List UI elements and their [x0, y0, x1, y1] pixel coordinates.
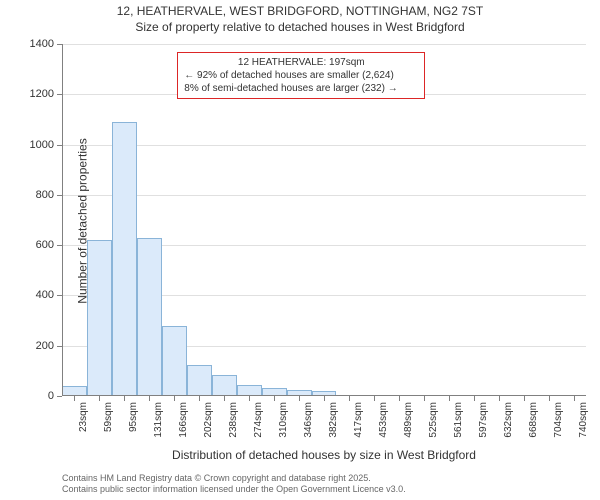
y-tick	[57, 396, 62, 397]
x-tick	[549, 396, 550, 401]
gridline	[62, 145, 586, 146]
histogram-bar	[162, 326, 187, 396]
histogram-bar	[137, 238, 162, 396]
x-tick	[499, 396, 500, 401]
x-tick-label: 740sqm	[578, 402, 589, 438]
x-tick-label: 597sqm	[478, 402, 489, 438]
histogram-bar	[187, 365, 212, 396]
x-tick	[74, 396, 75, 401]
annotation-line: ← 92% of detached houses are smaller (2,…	[184, 69, 418, 82]
x-tick	[324, 396, 325, 401]
x-tick	[374, 396, 375, 401]
x-tick	[174, 396, 175, 401]
x-tick	[424, 396, 425, 401]
x-tick	[124, 396, 125, 401]
x-tick	[399, 396, 400, 401]
x-tick-label: 489sqm	[403, 402, 414, 438]
x-tick	[99, 396, 100, 401]
histogram-bar	[87, 240, 112, 396]
x-tick-label: 417sqm	[353, 402, 364, 438]
y-axis-line	[62, 44, 63, 396]
y-tick-label: 600	[36, 239, 54, 251]
annotation-line: 8% of semi-detached houses are larger (2…	[184, 82, 418, 95]
gridline	[62, 195, 586, 196]
histogram-bar	[112, 122, 137, 396]
x-tick-label: 382sqm	[328, 402, 339, 438]
y-tick-label: 1200	[30, 88, 54, 100]
x-tick-label: 453sqm	[378, 402, 389, 438]
annotation-line: 12 HEATHERVALE: 197sqm	[184, 56, 418, 69]
histogram-bar	[212, 375, 237, 396]
x-tick-label: 131sqm	[153, 402, 164, 438]
y-tick-label: 200	[36, 340, 54, 352]
x-tick	[299, 396, 300, 401]
x-tick-label: 166sqm	[178, 402, 189, 438]
x-tick-label: 668sqm	[528, 402, 539, 438]
x-tick-label: 704sqm	[553, 402, 564, 438]
annotation-box: 12 HEATHERVALE: 197sqm← 92% of detached …	[177, 52, 425, 99]
y-tick-label: 1400	[30, 38, 54, 50]
x-tick	[449, 396, 450, 401]
x-tick-label: 561sqm	[453, 402, 464, 438]
x-tick-label: 59sqm	[103, 402, 114, 432]
x-tick	[199, 396, 200, 401]
y-axis-title: Number of detached properties	[76, 138, 90, 303]
x-tick	[274, 396, 275, 401]
title-line-2: Size of property relative to detached ho…	[0, 20, 600, 36]
x-tick-label: 23sqm	[78, 402, 89, 432]
x-tick	[224, 396, 225, 401]
x-axis-line	[62, 395, 586, 396]
x-tick-label: 238sqm	[228, 402, 239, 438]
footer-attribution: Contains HM Land Registry data © Crown c…	[62, 473, 406, 496]
x-tick-label: 346sqm	[303, 402, 314, 438]
x-tick	[149, 396, 150, 401]
x-tick	[249, 396, 250, 401]
x-tick-label: 632sqm	[503, 402, 514, 438]
footer-line-1: Contains HM Land Registry data © Crown c…	[62, 473, 406, 485]
y-tick-label: 1000	[30, 139, 54, 151]
footer-line-2: Contains public sector information licen…	[62, 484, 406, 496]
title-line-1: 12, HEATHERVALE, WEST BRIDGFORD, NOTTING…	[0, 4, 600, 20]
gridline	[62, 44, 586, 45]
y-tick-label: 400	[36, 289, 54, 301]
x-tick-label: 202sqm	[203, 402, 214, 438]
chart-container: 12, HEATHERVALE, WEST BRIDGFORD, NOTTING…	[0, 0, 600, 500]
y-tick-label: 800	[36, 189, 54, 201]
x-tick	[574, 396, 575, 401]
y-tick-label: 0	[48, 390, 54, 402]
x-tick-label: 95sqm	[128, 402, 139, 432]
x-tick	[349, 396, 350, 401]
x-axis-title: Distribution of detached houses by size …	[62, 448, 586, 462]
x-tick	[474, 396, 475, 401]
x-tick-label: 525sqm	[428, 402, 439, 438]
x-tick	[524, 396, 525, 401]
chart-title: 12, HEATHERVALE, WEST BRIDGFORD, NOTTING…	[0, 4, 600, 35]
plot-area: 020040060080010001200140023sqm59sqm95sqm…	[62, 44, 586, 396]
x-tick-label: 274sqm	[253, 402, 264, 438]
x-tick-label: 310sqm	[278, 402, 289, 438]
